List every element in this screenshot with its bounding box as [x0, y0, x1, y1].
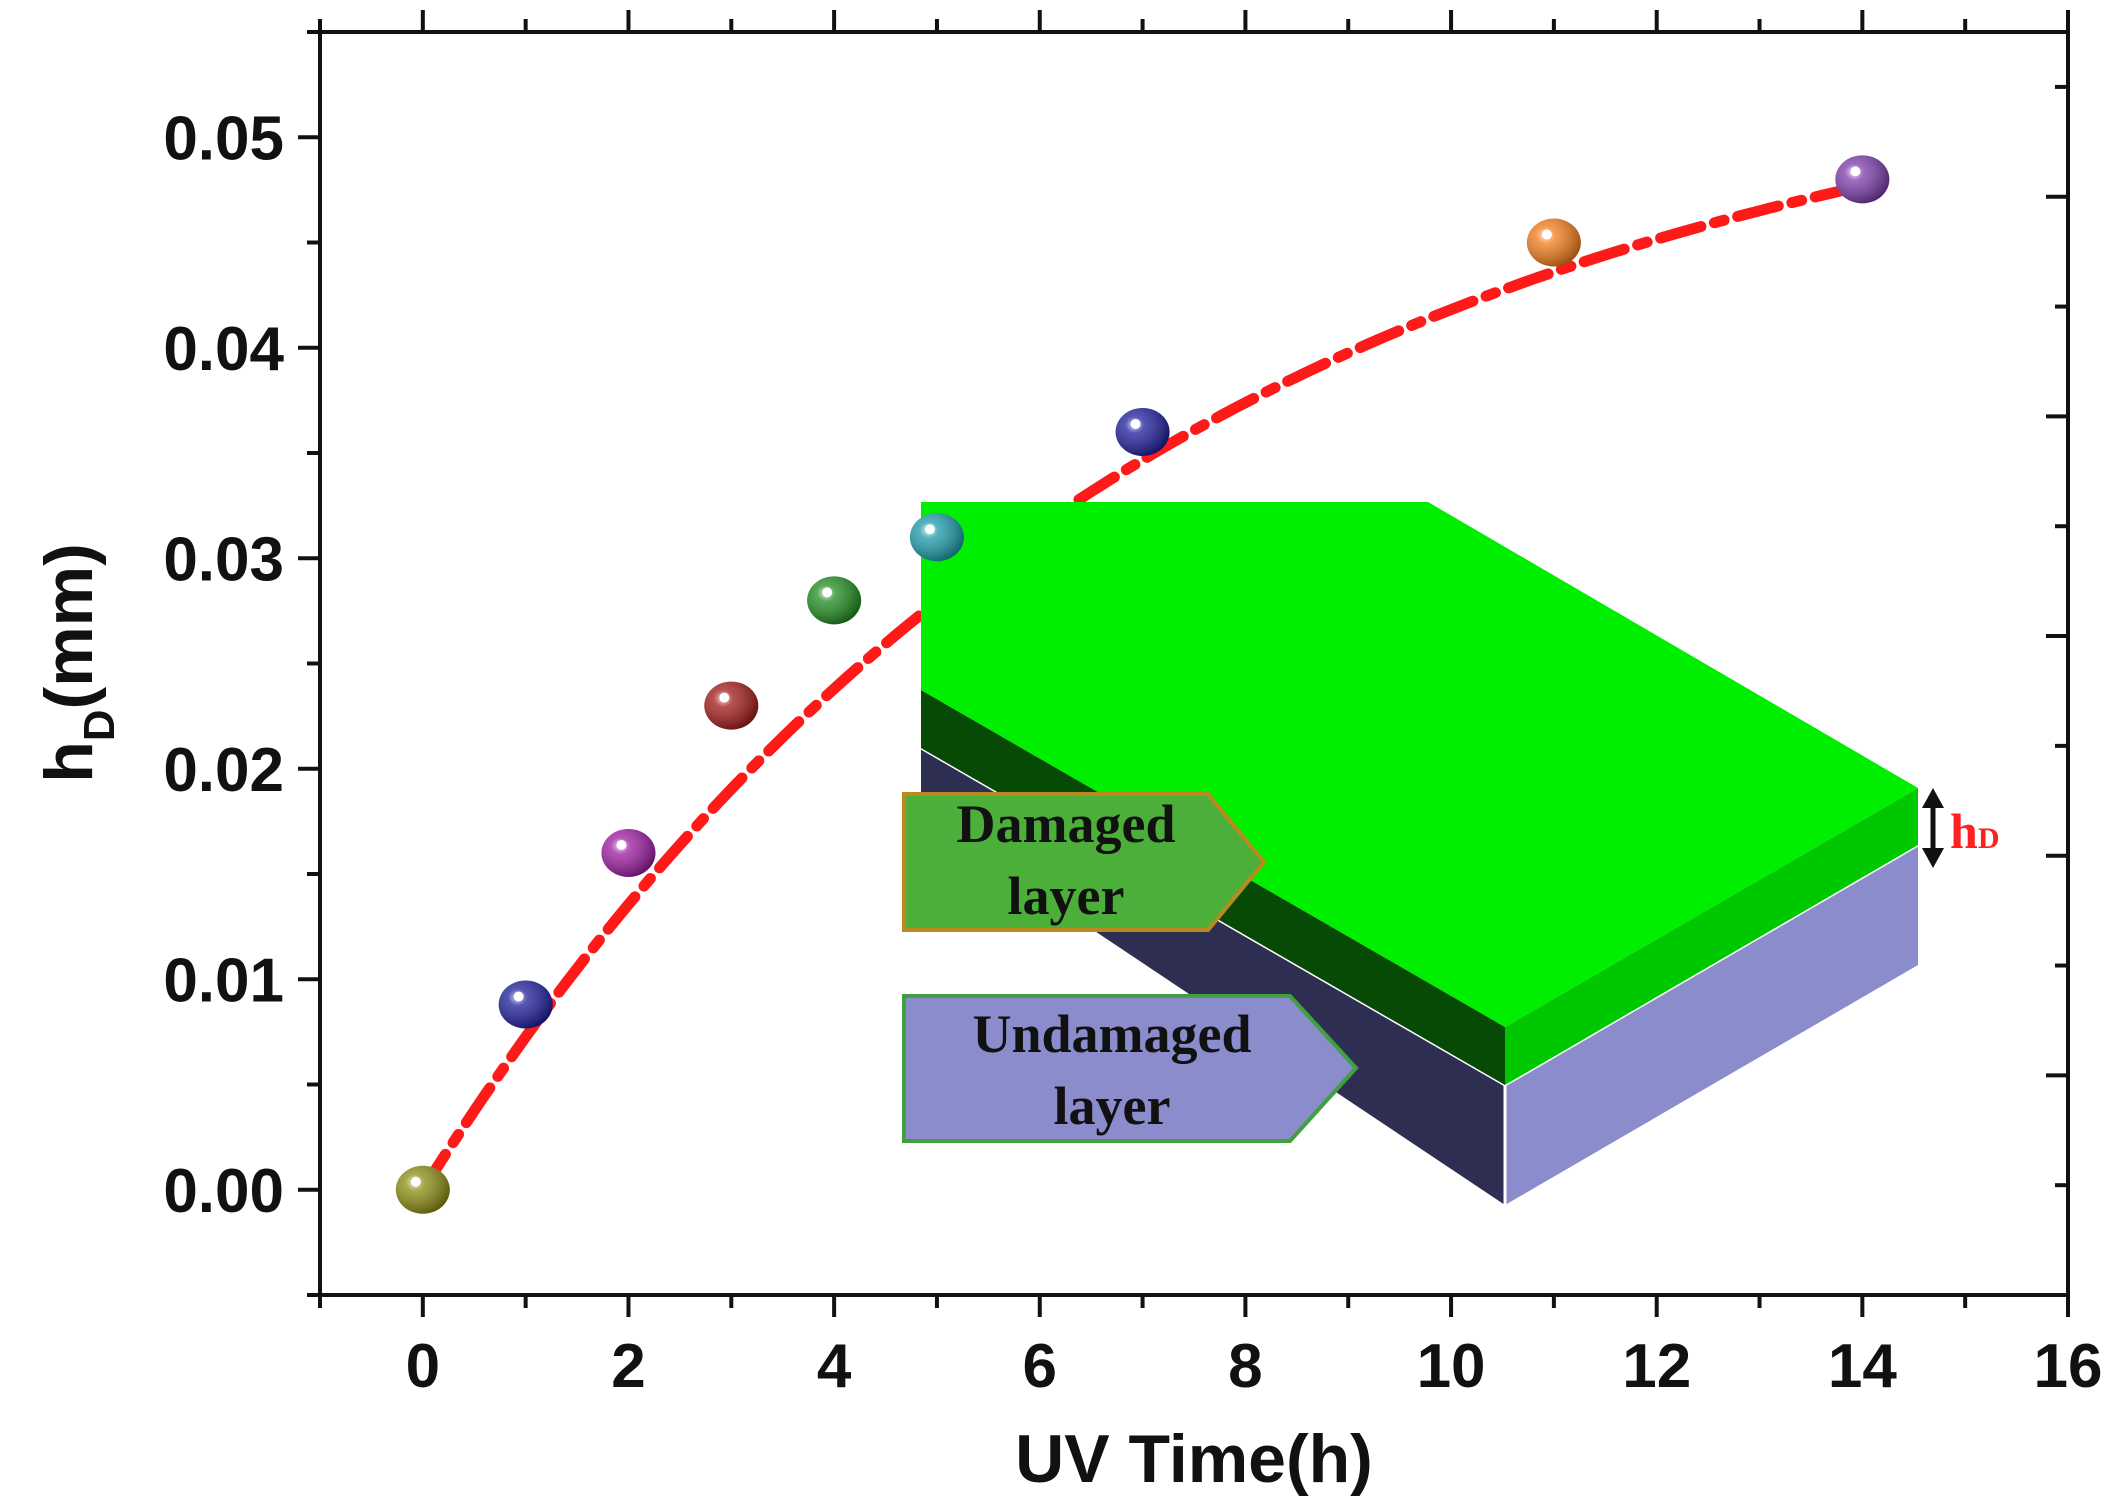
- x-tick-label: 4: [817, 1332, 852, 1401]
- y-tick-label: 0.04: [163, 315, 284, 384]
- x-tick-label: 2: [611, 1332, 645, 1401]
- thickness-label: hD: [1950, 803, 1999, 859]
- undamaged-tag: [902, 994, 1359, 1143]
- data-point: [704, 681, 759, 730]
- data-point: [1835, 155, 1890, 204]
- svg-text:hD(mm): hD(mm): [31, 543, 124, 783]
- x-tick-label: 12: [1622, 1332, 1691, 1401]
- y-axis-title: hD(mm): [31, 543, 124, 783]
- damaged-label-line2: layer: [1008, 866, 1125, 926]
- data-points: [395, 155, 1890, 1214]
- x-tick-label: 6: [1023, 1332, 1057, 1401]
- data-point: [1526, 218, 1581, 267]
- layer-schematic: hD Damaged layer Undamaged layer: [902, 502, 1999, 1205]
- x-tick-labels: 0 2 4 6 8 10 12 14 16: [406, 1332, 2103, 1401]
- thickness-arrow-head-down: [1922, 848, 1944, 868]
- x-tick-label: 14: [1828, 1332, 1897, 1401]
- data-point: [807, 576, 862, 625]
- x-tick-label: 16: [2034, 1332, 2103, 1401]
- y-tick-label: 0.00: [163, 1157, 284, 1226]
- data-point: [498, 980, 553, 1029]
- y-tick-label: 0.01: [163, 946, 284, 1015]
- data-point: [395, 1165, 450, 1214]
- damaged-tag: [902, 792, 1267, 932]
- undamaged-label-line2: layer: [1054, 1076, 1171, 1136]
- data-point: [909, 513, 964, 562]
- tick-marks: [298, 10, 2070, 1317]
- undamaged-front: [1505, 845, 1918, 1205]
- y-tick-label: 0.02: [163, 736, 284, 805]
- damaged-label-line1: Damaged: [957, 794, 1176, 854]
- x-axis-title: UV Time(h): [1015, 1421, 1373, 1497]
- y-tick-labels: 0.00 0.01 0.02 0.03 0.04 0.05: [163, 104, 284, 1226]
- thickness-arrow-head-up: [1922, 788, 1944, 808]
- x-tick-label: 0: [406, 1332, 440, 1401]
- x-tick-label: 10: [1417, 1332, 1486, 1401]
- y-tick-label: 0.03: [163, 525, 284, 594]
- data-point: [1115, 407, 1170, 456]
- x-tick-label: 8: [1228, 1332, 1262, 1401]
- damaged-top: [921, 502, 1918, 1027]
- fit-curve: [417, 180, 1868, 1196]
- y-tick-label: 0.05: [163, 104, 284, 173]
- damaged-front: [1505, 788, 1918, 1085]
- undamaged-label-line1: Undamaged: [972, 1004, 1251, 1064]
- data-point: [601, 828, 656, 877]
